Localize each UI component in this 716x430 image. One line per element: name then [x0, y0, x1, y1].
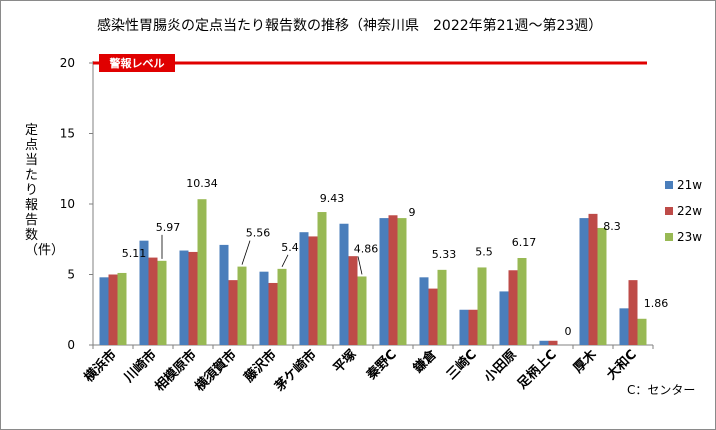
bar-22w-6 [308, 236, 318, 345]
data-label-23w: 5.4 [281, 241, 299, 254]
bar-22w-11 [508, 270, 518, 345]
data-label-23w: 1.86 [644, 297, 669, 310]
bar-23w-11 [517, 258, 527, 345]
data-label-23w: 10.34 [186, 177, 218, 190]
bar-21w-8 [379, 218, 389, 345]
bar-23w-7 [357, 276, 367, 345]
bar-21w-7 [339, 223, 349, 345]
bar-21w-5 [259, 271, 269, 345]
x-category-label: 大和C [603, 347, 639, 383]
bar-23w-8 [397, 218, 407, 345]
bar-22w-2 [148, 257, 158, 345]
legend-swatch-22w [665, 207, 673, 215]
y-tick-label: 15 [60, 127, 75, 141]
chart-title: 感染性胃腸炎の定点当たり報告数の推移（神奈川県 2022年第21週～第23週） [97, 18, 603, 34]
warning-level-badge [99, 54, 175, 72]
bar-22w-10 [468, 309, 478, 345]
data-label-23w: 4.86 [354, 242, 379, 255]
bar-23w-14 [637, 318, 647, 345]
y-tick-label: 0 [67, 338, 75, 352]
bar-21w-14 [619, 308, 629, 345]
bar-21w-9 [419, 277, 429, 345]
data-label-23w: 5.33 [432, 248, 457, 261]
legend-swatch-23w [665, 233, 673, 241]
bar-22w-3 [188, 251, 198, 345]
bar-21w-11 [499, 291, 509, 345]
x-category-label: 藤沢市 [241, 347, 280, 386]
x-category-label: 川崎市 [120, 347, 160, 387]
bar-22w-1 [108, 274, 118, 345]
bar-22w-5 [268, 282, 278, 345]
y-tick-label: 20 [60, 56, 75, 70]
x-category-label: 鎌倉 [409, 346, 440, 377]
bar-23w-5 [277, 268, 287, 345]
leader-line [241, 240, 251, 265]
bar-22w-12 [548, 340, 558, 345]
x-category-label: 足柄上C [514, 347, 560, 393]
bar-21w-3 [179, 250, 189, 345]
bar-21w-2 [139, 240, 149, 345]
x-category-label: 相模原市 [152, 347, 200, 395]
bar-22w-13 [588, 213, 598, 345]
bar-23w-3 [197, 199, 207, 345]
x-category-label: 厚木 [570, 346, 600, 376]
bar-21w-6 [299, 232, 309, 345]
x-category-label: 横須賀市 [192, 347, 240, 395]
bar-22w-14 [628, 280, 638, 345]
y-tick-label: 10 [60, 197, 75, 211]
data-label-23w: 9.43 [320, 192, 345, 205]
legend-swatch-21w [665, 181, 673, 189]
bar-23w-6 [317, 212, 327, 345]
bar-22w-9 [428, 288, 438, 345]
bar-21w-10 [459, 309, 469, 345]
data-label-23w: 5.5 [475, 245, 493, 258]
bar-23w-1 [117, 272, 127, 345]
bar-23w-9 [437, 269, 447, 345]
bar-22w-7 [348, 256, 358, 345]
bar-23w-10 [477, 267, 487, 345]
legend-label-21w: 21w [677, 178, 702, 192]
bar-23w-2 [157, 260, 167, 345]
data-label-23w: 0 [565, 325, 572, 338]
bar-23w-4 [237, 266, 247, 345]
x-category-label: 平塚 [331, 347, 360, 376]
bar-22w-4 [228, 280, 238, 345]
x-category-label: 茅ケ崎市 [272, 347, 320, 395]
bar-23w-13 [597, 227, 607, 345]
leader-line [357, 256, 363, 275]
bar-21w-13 [579, 218, 589, 345]
data-label-23w: 6.17 [512, 236, 537, 249]
data-label-23w: 5.11 [122, 247, 147, 260]
center-note: C：センター [627, 383, 696, 397]
x-category-label: 小田原 [482, 347, 520, 385]
warning-level-label: 警報レベル [109, 56, 165, 70]
data-label-23w: 5.56 [246, 227, 271, 240]
bar-21w-4 [219, 244, 229, 345]
x-category-label: 三崎C [443, 347, 479, 383]
legend-label-23w: 23w [677, 230, 702, 244]
leader-line [281, 254, 289, 268]
y-tick-label: 5 [67, 268, 75, 282]
data-label-23w: 5.97 [156, 221, 181, 234]
bar-21w-12 [539, 340, 549, 345]
data-label-23w: 9 [409, 206, 416, 219]
bar-22w-8 [388, 215, 398, 345]
legend-label-22w: 22w [677, 204, 702, 218]
data-label-23w: 8.3 [603, 220, 621, 233]
x-category-label: 秦野C [363, 347, 400, 384]
bar-21w-1 [99, 277, 109, 345]
x-category-label: 横浜市 [81, 347, 120, 386]
